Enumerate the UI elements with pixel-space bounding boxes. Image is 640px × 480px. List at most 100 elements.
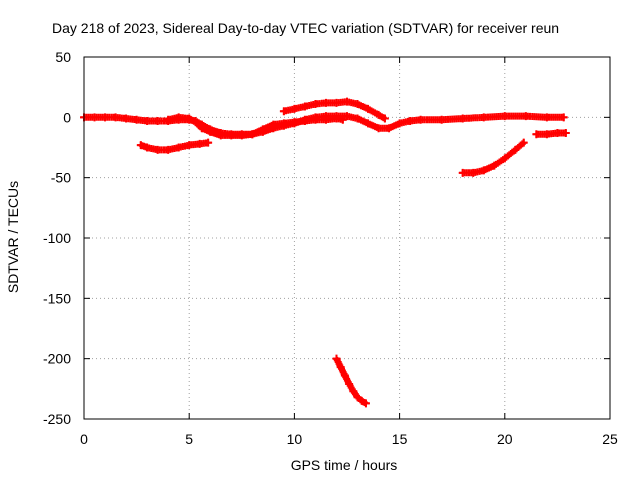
series-track-7 (532, 129, 570, 139)
data-point (143, 116, 152, 125)
data-point (357, 396, 366, 405)
data-point (353, 114, 362, 123)
data-point (361, 399, 370, 408)
data-point (349, 387, 358, 396)
y-tick-label: 50 (55, 49, 71, 65)
data-point (290, 104, 299, 113)
x-tick-label: 10 (287, 431, 303, 447)
data-point (364, 104, 373, 113)
data-point (90, 113, 99, 122)
data-point (279, 119, 288, 128)
x-tick-label: 25 (602, 431, 618, 447)
data-point (490, 161, 499, 170)
y-tick-label: -50 (51, 170, 71, 186)
data-point (458, 114, 467, 123)
data-point (153, 145, 162, 154)
data-point (343, 97, 351, 106)
data-point (553, 129, 562, 138)
series-trace (459, 139, 528, 177)
data-point (385, 124, 394, 133)
y-tick-label: -200 (43, 351, 71, 367)
data-point (237, 131, 246, 140)
data-point (279, 107, 288, 116)
series-track-6 (458, 138, 528, 177)
data-point (340, 371, 349, 380)
data-point (395, 119, 404, 128)
x-axis-label: GPS time / hours (291, 457, 398, 473)
data-point (174, 113, 183, 122)
data-point (300, 116, 309, 125)
grid (84, 57, 610, 419)
data-point (406, 116, 415, 125)
data-point (353, 393, 362, 402)
series-track-4 (136, 138, 213, 154)
axis-ticks: 0 5 10 15 20 25 50 0 -50 -100 -150 -200 -250 (43, 49, 618, 447)
x-tick-label: 15 (392, 431, 408, 447)
data-point (437, 115, 446, 124)
y-axis-label: SDTVAR / TECUs (5, 181, 21, 293)
data-point (542, 113, 551, 122)
data-point (416, 115, 425, 124)
data-point (311, 115, 320, 124)
data-point (311, 100, 320, 109)
data-point (185, 141, 194, 150)
data-point (191, 118, 200, 127)
plot-frame (83, 56, 611, 420)
data-point (336, 363, 345, 372)
data-point (136, 141, 145, 150)
data-point (500, 154, 509, 163)
data-point (204, 138, 213, 147)
data-point (132, 115, 141, 124)
data-point (206, 127, 215, 136)
data-point (185, 114, 194, 123)
series-track-2 (164, 113, 347, 140)
data-point (338, 115, 347, 124)
data-point (143, 143, 152, 152)
data-point (500, 112, 509, 121)
data-point (321, 98, 330, 107)
y-tick-label: -100 (43, 230, 71, 246)
data-point (479, 166, 488, 175)
data-point (300, 102, 309, 111)
series-track-1 (80, 112, 568, 139)
data-point (332, 98, 341, 107)
data-point (101, 113, 110, 122)
data-point (343, 112, 351, 121)
data-point (321, 115, 330, 124)
data-point (479, 113, 488, 122)
data-point (542, 130, 551, 139)
data-point (197, 124, 206, 133)
x-tick-label: 5 (185, 431, 193, 447)
y-tick-label: -150 (43, 290, 71, 306)
data-point (227, 131, 236, 140)
data-marks (80, 97, 570, 408)
data-point (216, 131, 225, 140)
data-point (164, 115, 173, 124)
chart-title: Day 218 of 2023, Sidereal Day-to-day VTE… (52, 20, 559, 36)
data-point (532, 130, 541, 139)
y-tick-label: -250 (43, 411, 71, 427)
data-point (521, 112, 530, 121)
data-point (374, 110, 383, 119)
series-trace (333, 355, 370, 407)
data-point (332, 114, 341, 123)
data-point (269, 120, 278, 129)
data-point (380, 114, 389, 123)
data-point (353, 100, 362, 109)
data-point (332, 354, 341, 363)
data-point (258, 125, 267, 134)
data-point (561, 129, 570, 138)
data-point (164, 145, 173, 154)
data-point (122, 114, 131, 123)
data-point (111, 113, 120, 122)
series-track-3 (279, 97, 389, 123)
data-point (290, 118, 299, 127)
data-point (345, 380, 354, 389)
data-point (511, 145, 520, 154)
data-point (374, 124, 383, 133)
series-track-5 (332, 354, 370, 408)
data-point (364, 119, 373, 128)
data-point (458, 168, 467, 177)
y-tick-label: 0 (63, 109, 71, 125)
